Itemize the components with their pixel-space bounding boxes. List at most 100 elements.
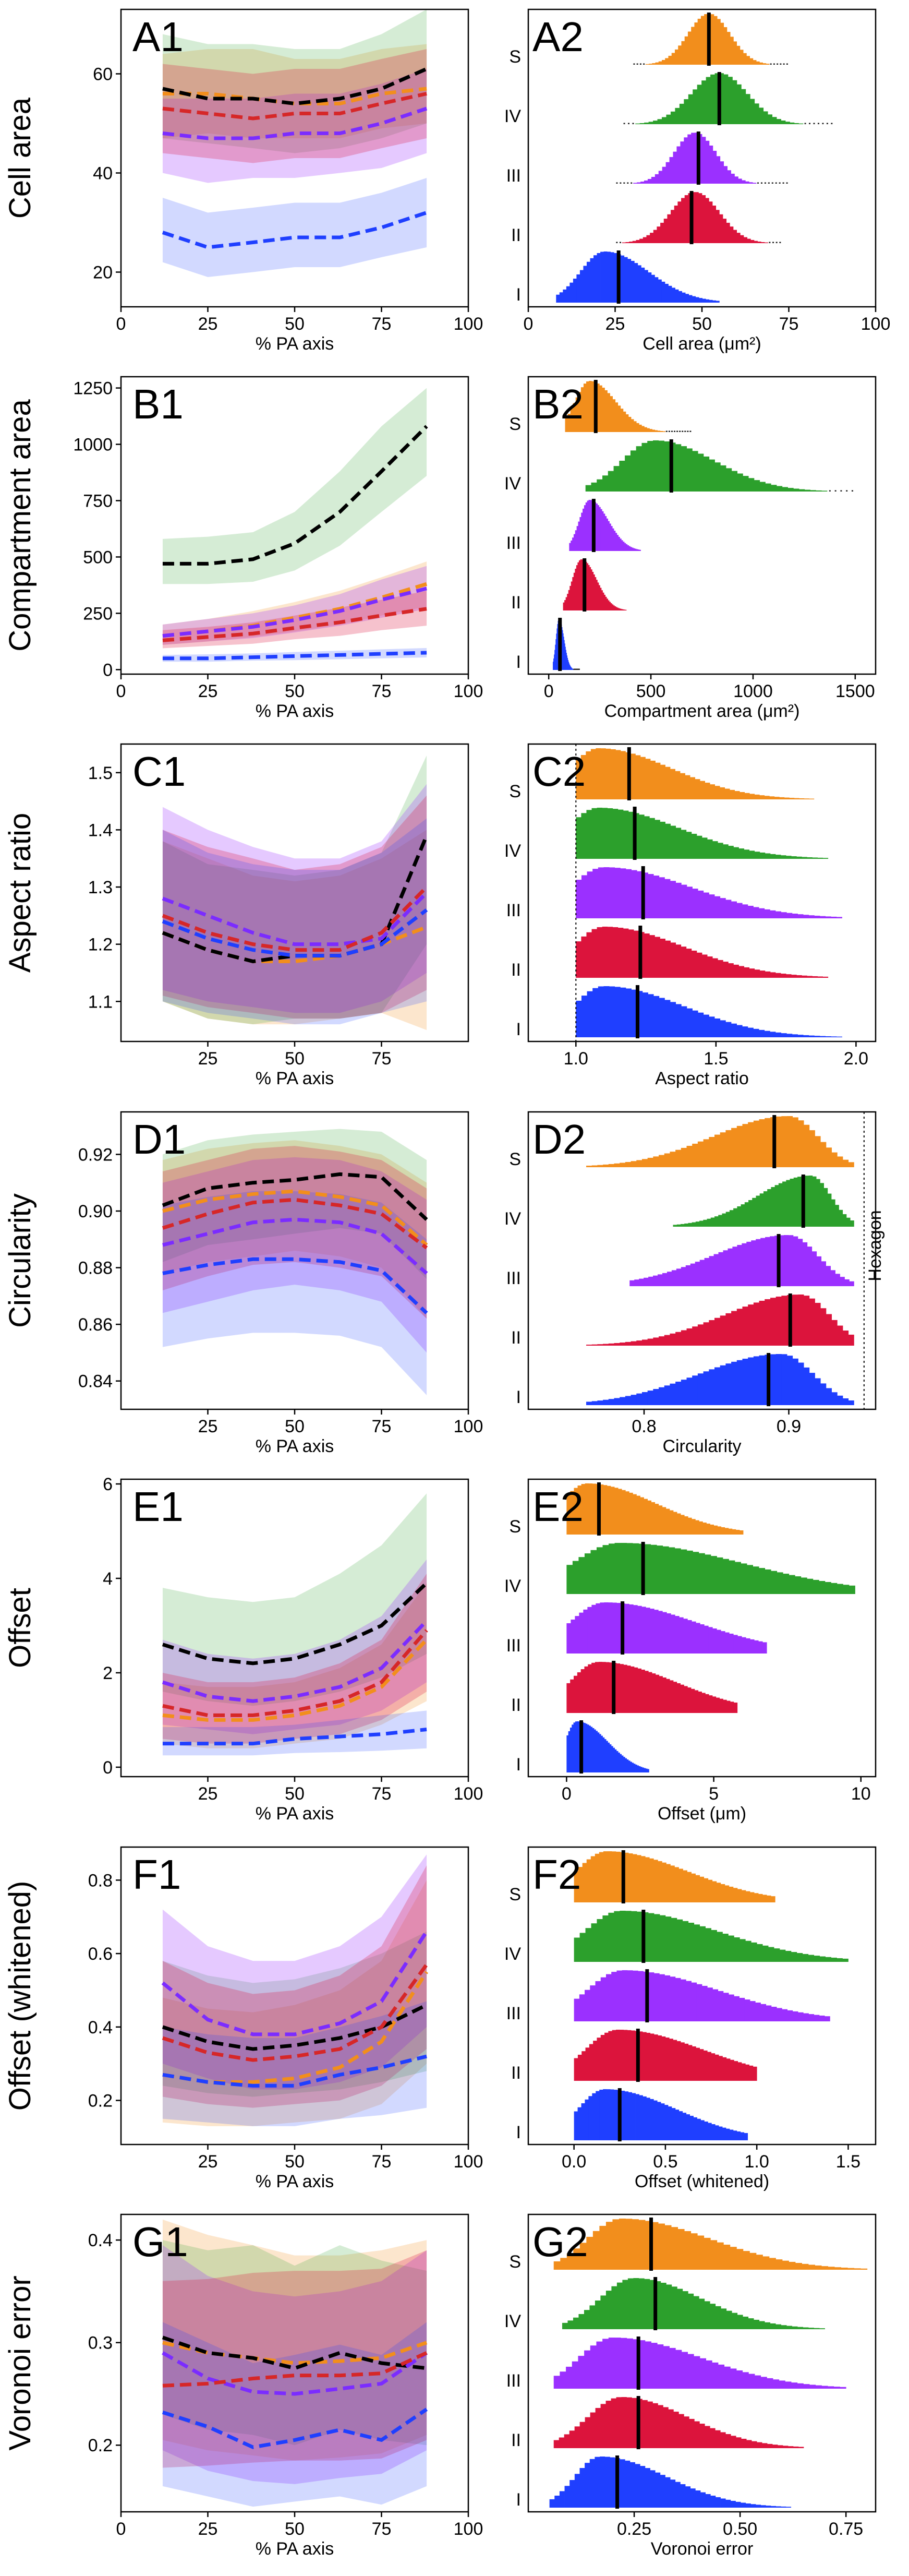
hist-bar — [555, 639, 556, 670]
hist-bar — [688, 2045, 693, 2081]
hist-bar — [685, 2486, 691, 2508]
hist-bar — [633, 1970, 638, 2021]
hist-bar — [847, 2268, 855, 2270]
hist-bar — [664, 2225, 672, 2270]
hist-bar — [759, 1568, 766, 1594]
hist-bar — [754, 1893, 759, 1902]
hist-bar — [701, 1693, 706, 1713]
band-ii — [162, 1573, 427, 1744]
hist-bar — [591, 381, 595, 432]
hist-bar — [563, 637, 564, 670]
hist-bar — [566, 286, 570, 303]
hist-bar — [655, 1504, 659, 1535]
hist-bar — [608, 1602, 613, 1654]
hist-bar — [786, 974, 792, 978]
hist-bar — [711, 2053, 716, 2081]
x-tick-label: 0.50 — [723, 2519, 757, 2539]
hist-bar — [725, 2499, 731, 2508]
x-axis-label: Aspect ratio — [655, 1069, 749, 1088]
hist-dot — [623, 123, 625, 124]
hist-bar — [611, 526, 613, 551]
hist-bar — [630, 1762, 632, 1772]
hist-bar — [591, 1165, 598, 1167]
hist-bar — [648, 1913, 655, 1962]
hist-bar — [625, 414, 629, 432]
hist-bar — [688, 1517, 692, 1535]
hist-bar — [735, 2501, 741, 2508]
hist-bar — [768, 114, 772, 124]
hist-bar — [677, 2289, 683, 2329]
hist-bar — [740, 235, 744, 243]
hist-bar — [667, 214, 671, 243]
hist-bar — [750, 2504, 756, 2508]
hist-bar — [691, 834, 697, 859]
hist-bar — [623, 1664, 627, 1713]
hist-bar — [578, 560, 580, 610]
hist-bar — [691, 1688, 695, 1713]
category-label: IV — [504, 841, 521, 861]
hist-bar — [795, 2263, 802, 2270]
hist-bar — [671, 1918, 677, 1962]
x-tick-label: 1.0 — [745, 2152, 769, 2172]
hist-bar — [635, 1764, 637, 1772]
hist-bar — [649, 64, 652, 65]
hist-bar — [627, 1970, 633, 2021]
hist-bar — [645, 64, 649, 65]
hist-bar — [614, 1911, 620, 1962]
hist-bar — [759, 795, 765, 799]
hist-bar — [703, 1371, 709, 1405]
hist-bar — [691, 950, 697, 978]
hist-bar — [647, 428, 650, 432]
hist-bar — [566, 1623, 571, 1654]
hist-bar — [671, 2227, 678, 2270]
hist-bar — [735, 1562, 741, 1594]
hist-bar — [812, 857, 818, 859]
hist-bar — [714, 896, 721, 918]
hist-bar — [816, 1256, 822, 1286]
y-tick-label: 0.3 — [88, 2333, 113, 2353]
hist-bar — [560, 2371, 566, 2389]
hist-bar — [644, 933, 650, 978]
histogram-i — [576, 985, 842, 1038]
hist-bar — [600, 1602, 604, 1654]
hist-bar — [768, 1947, 774, 1962]
hist-bar — [781, 2325, 787, 2329]
hist-bar — [764, 1031, 770, 1037]
series-line-s — [162, 1638, 428, 1722]
hist-bar — [808, 2014, 815, 2021]
series-line-iv — [162, 2335, 427, 2370]
hist-bar — [755, 2003, 761, 2021]
hist-bar — [730, 2247, 737, 2270]
x-tick-label: 0 — [116, 314, 126, 334]
hist-bar — [675, 2110, 680, 2140]
hist-bar — [748, 1122, 754, 1167]
hist-bar — [690, 2233, 698, 2270]
hist-bar — [580, 755, 586, 799]
hist-bar — [652, 440, 659, 492]
hist-bar — [812, 1176, 817, 1227]
x-tick-label: 75 — [372, 681, 392, 701]
hist-bar — [840, 2387, 846, 2389]
hist-bar — [782, 2009, 787, 2021]
hist-bar — [714, 1216, 719, 1227]
hist-bar — [621, 609, 623, 610]
row-label: Cell area — [3, 97, 37, 219]
hist-bar — [644, 816, 650, 859]
hist-bar — [687, 31, 692, 65]
hist-bar — [575, 1721, 577, 1772]
hist-bar — [610, 749, 616, 799]
hist-dot — [773, 63, 775, 65]
hist-bar — [803, 1035, 809, 1037]
hist-bar — [773, 2379, 780, 2389]
band-iii — [162, 1854, 427, 2090]
hist-bar — [613, 1747, 615, 1772]
hist-bar — [566, 1494, 571, 1535]
hist-bar — [706, 1524, 710, 1535]
histogram-ii — [586, 1293, 854, 1347]
hist-bar — [666, 1613, 671, 1654]
hist-bar — [794, 798, 799, 799]
hist-bar — [595, 1981, 601, 2021]
hist-bar — [753, 60, 757, 65]
hist-bar — [681, 41, 685, 65]
